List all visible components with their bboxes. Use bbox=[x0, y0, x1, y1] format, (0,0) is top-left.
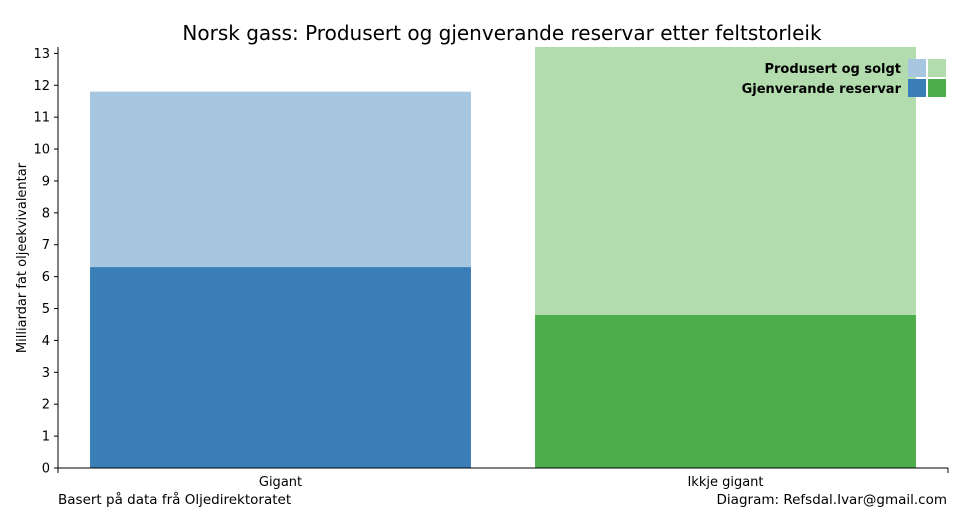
legend-swatch bbox=[928, 59, 946, 77]
bar-produsert-ikkje-gigant bbox=[535, 47, 916, 315]
y-tick-label: 13 bbox=[33, 47, 50, 62]
y-tick-label: 3 bbox=[42, 366, 50, 381]
y-tick-label: 9 bbox=[42, 174, 50, 189]
legend-label: Gjenverande reservar bbox=[742, 82, 902, 97]
y-tick-label: 5 bbox=[42, 302, 50, 317]
legend-swatch bbox=[928, 79, 946, 97]
footer-source: Basert på data frå Oljedirektoratet bbox=[58, 491, 291, 508]
legend-swatch bbox=[908, 79, 926, 97]
y-tick-label: 7 bbox=[42, 238, 50, 253]
y-tick-label: 8 bbox=[42, 206, 50, 221]
bar-gjenverande-ikkje-gigant bbox=[535, 314, 916, 468]
y-axis-label: Milliardar fat oljeekvivalentar bbox=[15, 162, 30, 353]
y-tick-label: 0 bbox=[42, 462, 50, 477]
y-tick-label: 1 bbox=[42, 430, 50, 445]
footer-credit: Diagram: Refsdal.Ivar@gmail.com bbox=[717, 492, 947, 508]
chart-title: Norsk gass: Produsert og gjenverande res… bbox=[182, 21, 822, 45]
y-tick-label: 10 bbox=[33, 143, 50, 158]
bar-gjenverande-gigant bbox=[90, 267, 471, 468]
y-tick-label: 6 bbox=[42, 270, 50, 285]
y-tick-label: 11 bbox=[33, 111, 50, 126]
x-tick-label: Gigant bbox=[259, 475, 302, 490]
y-tick-label: 2 bbox=[42, 398, 50, 413]
bars-group bbox=[90, 47, 916, 468]
x-tick-label: Ikkje gigant bbox=[687, 475, 763, 490]
legend: Produsert og solgt Gjenverande reservar bbox=[742, 59, 946, 97]
y-tick-label: 4 bbox=[42, 334, 50, 349]
legend-swatch bbox=[908, 59, 926, 77]
bar-produsert-gigant bbox=[90, 91, 471, 268]
y-tick-label: 12 bbox=[33, 79, 50, 94]
legend-label: Produsert og solgt bbox=[764, 62, 901, 77]
